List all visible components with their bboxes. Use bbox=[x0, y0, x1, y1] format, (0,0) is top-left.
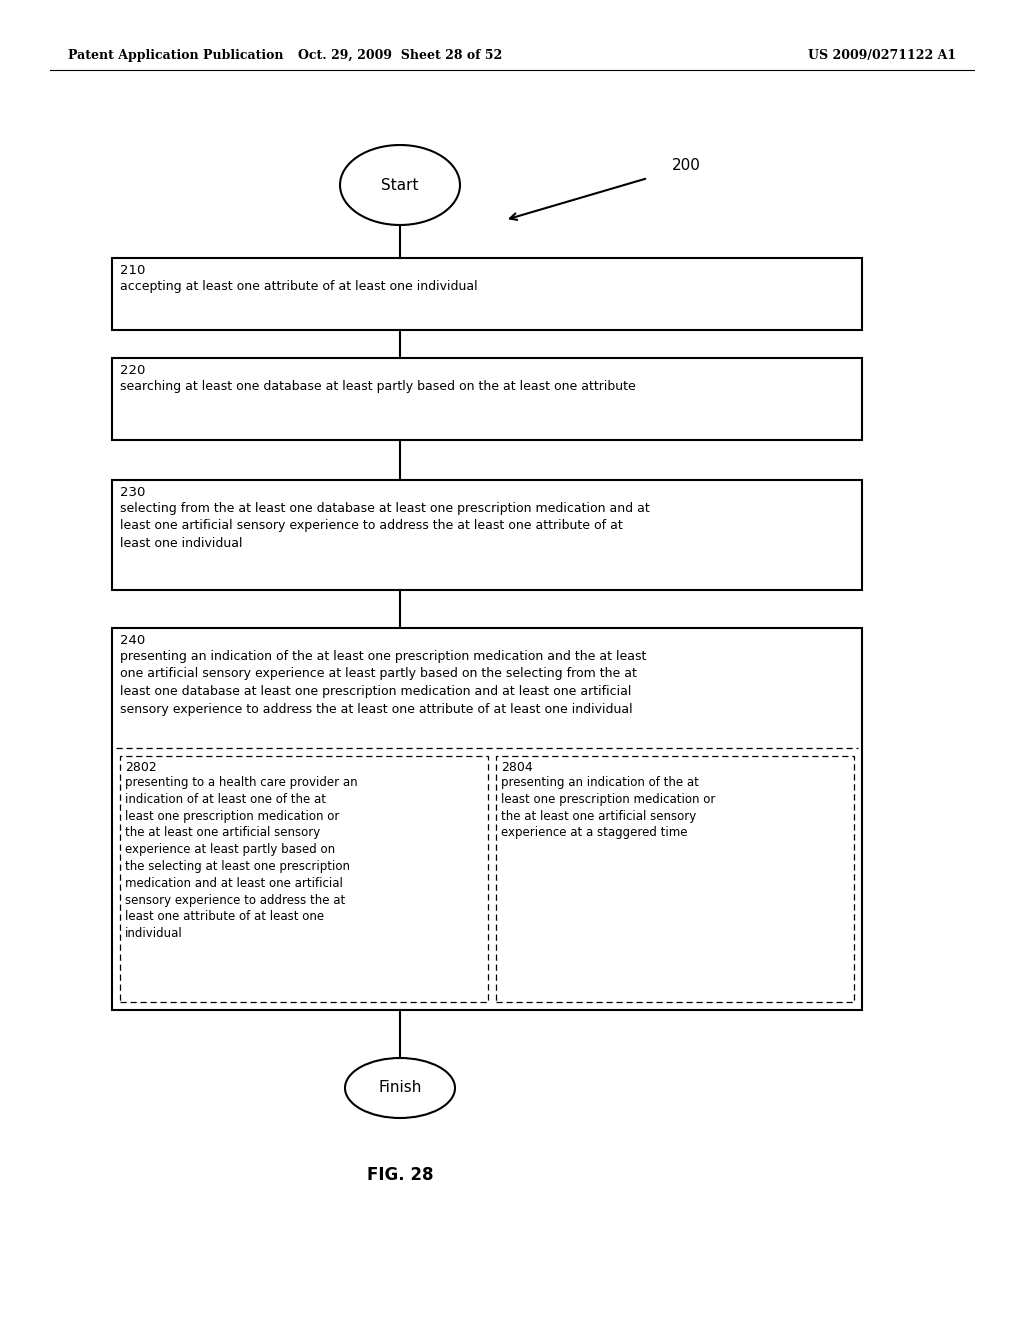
Text: presenting an indication of the at least one prescription medication and the at : presenting an indication of the at least… bbox=[120, 649, 646, 715]
Bar bbox=[496, 756, 854, 1002]
Text: presenting an indication of the at
least one prescription medication or
the at l: presenting an indication of the at least… bbox=[501, 776, 716, 840]
Text: 200: 200 bbox=[672, 157, 700, 173]
Bar bbox=[112, 628, 862, 1010]
Bar bbox=[112, 480, 862, 590]
Text: 2802: 2802 bbox=[125, 762, 157, 774]
Text: 240: 240 bbox=[120, 634, 145, 647]
Text: presenting to a health care provider an
indication of at least one of the at
lea: presenting to a health care provider an … bbox=[125, 776, 357, 940]
Text: FIG. 28: FIG. 28 bbox=[367, 1166, 433, 1184]
Text: 2804: 2804 bbox=[501, 762, 532, 774]
Text: Finish: Finish bbox=[378, 1081, 422, 1096]
Text: Oct. 29, 2009  Sheet 28 of 52: Oct. 29, 2009 Sheet 28 of 52 bbox=[298, 49, 502, 62]
Text: accepting at least one attribute of at least one individual: accepting at least one attribute of at l… bbox=[120, 280, 477, 293]
Bar bbox=[120, 756, 488, 1002]
Text: Patent Application Publication: Patent Application Publication bbox=[68, 49, 284, 62]
Text: US 2009/0271122 A1: US 2009/0271122 A1 bbox=[808, 49, 956, 62]
Text: 210: 210 bbox=[120, 264, 145, 277]
Text: Start: Start bbox=[381, 177, 419, 193]
Bar bbox=[112, 257, 862, 330]
Text: 220: 220 bbox=[120, 364, 145, 378]
Text: searching at least one database at least partly based on the at least one attrib: searching at least one database at least… bbox=[120, 380, 636, 393]
Text: selecting from the at least one database at least one prescription medication an: selecting from the at least one database… bbox=[120, 502, 650, 550]
Bar bbox=[112, 358, 862, 440]
Text: 230: 230 bbox=[120, 486, 145, 499]
